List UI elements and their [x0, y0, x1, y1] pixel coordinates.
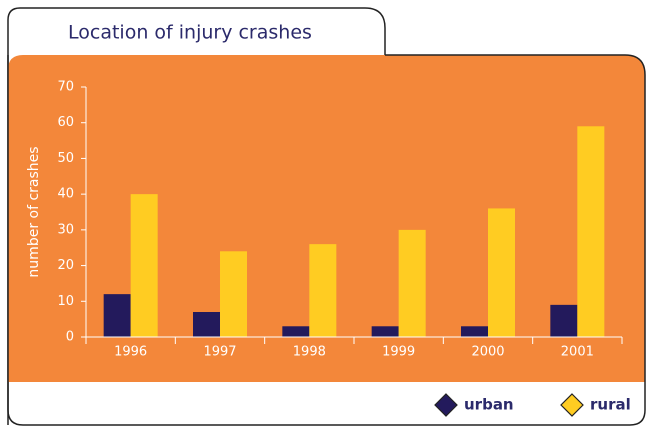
bar — [309, 244, 337, 337]
x-tick-label: 2001 — [561, 345, 594, 360]
bar — [488, 208, 515, 337]
bar — [220, 251, 247, 337]
legend-label: urban — [464, 396, 514, 414]
x-tick-label: 1997 — [203, 345, 236, 360]
y-tick-label: 50 — [57, 151, 74, 166]
bar — [193, 312, 220, 337]
legend-label: rural — [590, 396, 631, 414]
x-tick-label: 1996 — [114, 345, 147, 360]
bar — [577, 126, 605, 338]
chart-title: Location of injury crashes — [68, 22, 312, 44]
bar — [282, 326, 310, 337]
bar — [371, 326, 399, 337]
panel-border — [7, 54, 646, 426]
legend-swatch — [434, 393, 458, 417]
y-tick-label: 40 — [57, 187, 74, 202]
y-tick-label: 70 — [57, 80, 74, 95]
x-tick-label: 2000 — [471, 345, 504, 360]
plot-panel — [8, 55, 645, 382]
bar — [130, 194, 158, 337]
bar — [461, 326, 488, 337]
y-tick-label: 0 — [66, 330, 74, 345]
bar — [550, 304, 578, 337]
x-tick-label: 1999 — [382, 345, 415, 360]
bar — [103, 294, 131, 337]
y-axis-label: number of crashes — [26, 146, 42, 277]
legend-swatch — [560, 393, 584, 417]
bar — [398, 229, 426, 337]
x-tick-label: 1998 — [293, 345, 326, 360]
y-tick-label: 30 — [57, 222, 74, 237]
y-tick-label: 10 — [57, 294, 74, 309]
y-tick-label: 60 — [57, 115, 74, 130]
y-tick-label: 20 — [57, 258, 74, 273]
